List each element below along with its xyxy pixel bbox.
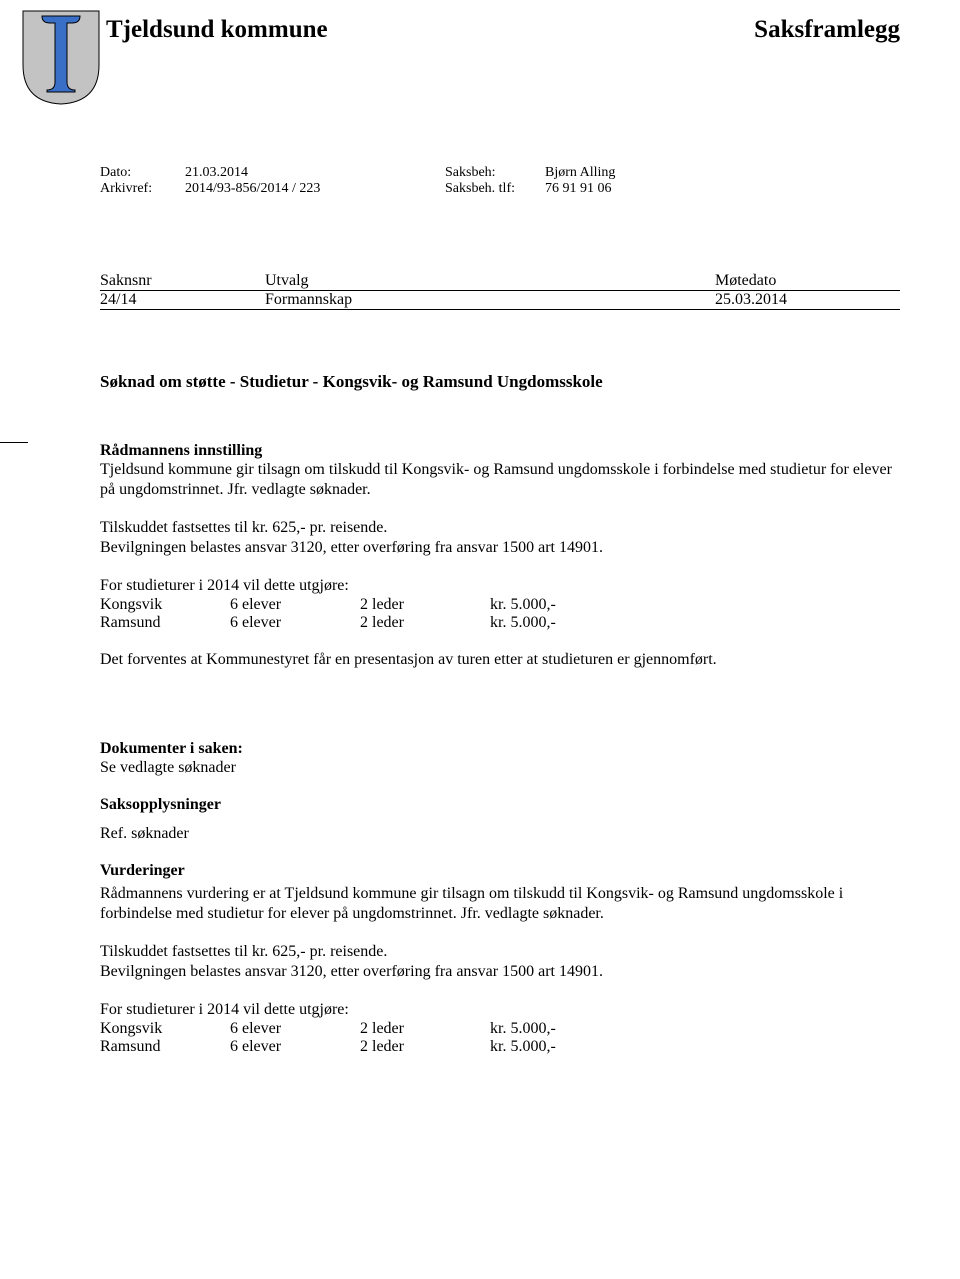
row1-place: Ramsund xyxy=(100,614,230,632)
vrow1-kr: kr. 5.000,- xyxy=(490,1038,556,1056)
case-data-row: 24/14 Formannskap 25.03.2014 xyxy=(100,291,900,310)
case-title: Søknad om støtte - Studietur - Kongsvik-… xyxy=(100,372,900,392)
arkivref-label: Arkivref: xyxy=(100,181,185,197)
vrow0-leder: 2 leder xyxy=(360,1020,490,1038)
vrow1-place: Ramsund xyxy=(100,1038,230,1056)
innstilling-summary-intro: For studieturer i 2014 vil dette utgjøre… xyxy=(100,576,900,596)
vurderinger-para2: Tilskuddet fastsettes til kr. 625,- pr. … xyxy=(100,942,900,962)
case-header-row: Saknsnr Utvalg Møtedato xyxy=(100,272,900,291)
vrow0-place: Kongsvik xyxy=(100,1020,230,1038)
dato-value: 21.03.2014 xyxy=(185,165,445,181)
innstilling-heading: Rådmannens innstilling xyxy=(100,442,900,460)
saksopplysninger-heading: Saksopplysninger xyxy=(100,796,900,814)
dokumenter-text: Se vedlagte søknader xyxy=(100,758,900,778)
vurderinger-row-0: Kongsvik 6 elever 2 leder kr. 5.000,- xyxy=(100,1020,900,1038)
row0-elever: 6 elever xyxy=(230,596,360,614)
col-header-motedato: Møtedato xyxy=(715,272,900,290)
vurderinger-heading: Vurderinger xyxy=(100,862,900,880)
col-header-saksnr: Saknsnr xyxy=(100,272,265,290)
innstilling-row-0: Kongsvik 6 elever 2 leder kr. 5.000,- xyxy=(100,596,900,614)
row1-leder: 2 leder xyxy=(360,614,490,632)
arkivref-value: 2014/93-856/2014 / 223 xyxy=(185,181,445,197)
row1-elever: 6 elever xyxy=(230,614,360,632)
vrow1-elever: 6 elever xyxy=(230,1038,360,1056)
saksbeh-tlf-value: 76 91 91 06 xyxy=(545,181,615,197)
cell-motedato: 25.03.2014 xyxy=(715,291,900,309)
dokumenter-heading: Dokumenter i saken: xyxy=(100,740,900,758)
innstilling-row-1: Ramsund 6 elever 2 leder kr. 5.000,- xyxy=(100,614,900,632)
vurderinger-row-1: Ramsund 6 elever 2 leder kr. 5.000,- xyxy=(100,1038,900,1056)
row1-kr: kr. 5.000,- xyxy=(490,614,556,632)
cell-utvalg: Formannskap xyxy=(265,291,715,309)
innstilling-para4: Det forventes at Kommunestyret får en pr… xyxy=(100,650,900,670)
saksbeh-value: Bjørn Alling xyxy=(545,165,615,181)
left-margin-tick xyxy=(0,442,28,443)
vurderinger-para1: Rådmannens vurdering er at Tjeldsund kom… xyxy=(100,884,900,924)
doc-type: Saksframlegg xyxy=(754,16,900,44)
dato-label: Dato: xyxy=(100,165,185,181)
org-name: Tjeldsund kommune xyxy=(106,16,328,44)
saksopplysninger-text: Ref. søknader xyxy=(100,824,900,844)
case-table: Saknsnr Utvalg Møtedato 24/14 Formannska… xyxy=(100,272,900,310)
vrow0-kr: kr. 5.000,- xyxy=(490,1020,556,1038)
innstilling-para3: Bevilgningen belastes ansvar 3120, etter… xyxy=(100,538,900,558)
vrow0-elever: 6 elever xyxy=(230,1020,360,1038)
innstilling-para2: Tilskuddet fastsettes til kr. 625,- pr. … xyxy=(100,518,900,538)
vurderinger-summary-intro: For studieturer i 2014 vil dette utgjøre… xyxy=(100,1000,900,1020)
row0-place: Kongsvik xyxy=(100,596,230,614)
shield-logo xyxy=(22,10,100,105)
col-header-utvalg: Utvalg xyxy=(265,272,715,290)
saksbeh-label: Saksbeh: xyxy=(445,165,545,181)
vurderinger-para3: Bevilgningen belastes ansvar 3120, etter… xyxy=(100,962,900,982)
saksbeh-tlf-label: Saksbeh. tlf: xyxy=(445,181,545,197)
row0-kr: kr. 5.000,- xyxy=(490,596,556,614)
row0-leder: 2 leder xyxy=(360,596,490,614)
meta-block: Dato: Arkivref: 21.03.2014 2014/93-856/2… xyxy=(100,165,900,197)
vrow1-leder: 2 leder xyxy=(360,1038,490,1056)
innstilling-para1: Tjeldsund kommune gir tilsagn om tilskud… xyxy=(100,460,900,500)
cell-saksnr: 24/14 xyxy=(100,291,265,309)
